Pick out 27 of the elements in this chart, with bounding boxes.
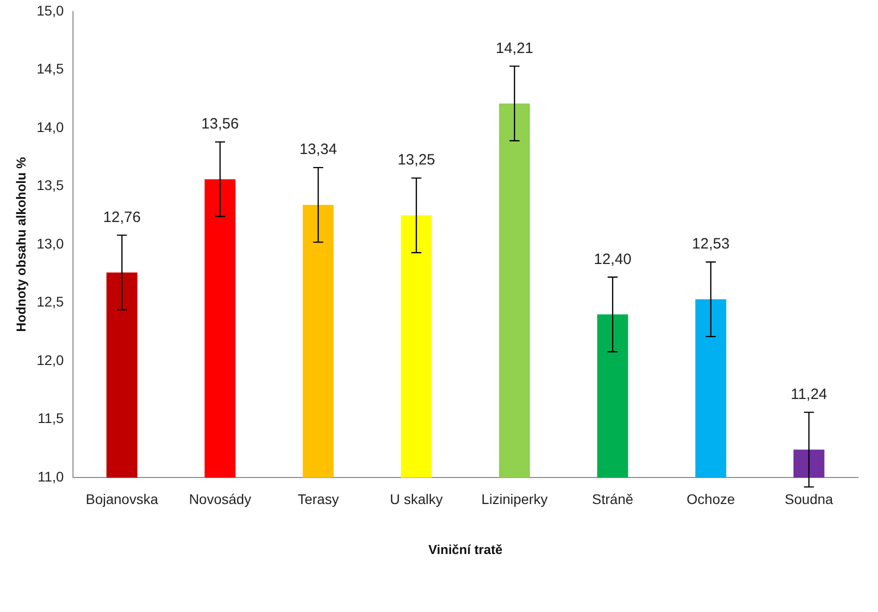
x-tick-label: Bojanovska — [86, 490, 158, 507]
y-tick-label: 15,0 — [36, 2, 64, 18]
data-label: 11,24 — [790, 386, 828, 403]
y-tick-label: 12,5 — [36, 294, 64, 310]
data-label: 13,34 — [299, 141, 337, 158]
y-tick-label: 14,0 — [36, 118, 64, 135]
data-label: 12,53 — [692, 236, 730, 253]
data-label: 12,76 — [103, 208, 141, 226]
x-axis-title: Viniční tratě — [428, 542, 503, 557]
y-tick-label: 11,0 — [38, 468, 64, 484]
data-label: 13,25 — [398, 152, 436, 169]
x-tick-label: Terasy — [298, 490, 339, 507]
y-tick-label: 13,0 — [36, 235, 64, 252]
x-tick-label: U skalky — [390, 490, 443, 507]
x-tick-label: Soudna — [784, 490, 834, 507]
x-tick-label: Stráně — [592, 490, 634, 507]
data-label: 13,56 — [201, 116, 239, 133]
x-tick-label: Novosády — [188, 490, 252, 507]
data-label: 14,21 — [496, 40, 534, 57]
x-tick-label: Ochoze — [686, 490, 736, 507]
y-tick-label: 12,0 — [36, 352, 64, 368]
y-tick-label: 11,5 — [38, 410, 64, 426]
y-tick-label: 13,5 — [36, 177, 64, 194]
y-axis-title: Hodnoty obsahu alkoholu % — [13, 156, 28, 332]
x-tick-label: Liziniperky — [481, 490, 548, 507]
y-tick-label: 14,5 — [36, 60, 64, 77]
data-label: 12,40 — [594, 250, 632, 268]
